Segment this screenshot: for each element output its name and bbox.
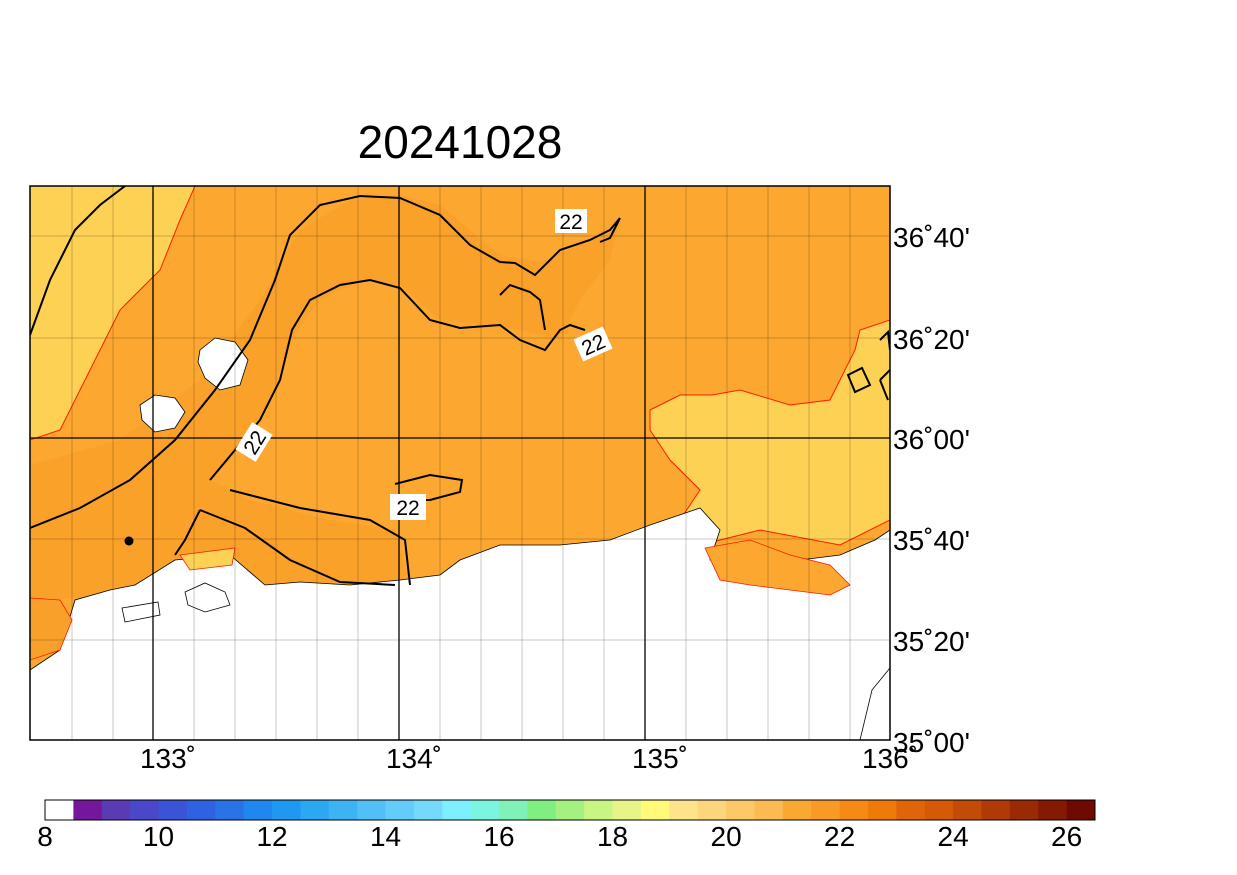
lon-label-134: 134˚	[386, 743, 442, 774]
land-honshu	[30, 507, 890, 740]
colorbar-tick-label: 26	[1051, 821, 1082, 852]
svg-text:22: 22	[396, 497, 419, 520]
land-east-tip	[859, 667, 890, 740]
colorbar	[44, 799, 1096, 821]
lon-label-135: 135˚	[632, 743, 688, 774]
colorbar-swatch	[186, 800, 216, 820]
colorbar-swatch	[555, 800, 585, 820]
colorbar-swatch	[470, 800, 500, 820]
sea-fill-bay	[704, 539, 851, 596]
colorbar-swatch	[442, 800, 472, 820]
colorbar-swatch	[357, 800, 387, 820]
sea-fill-coast-west	[30, 597, 73, 661]
map-title: 20241028	[358, 116, 563, 168]
colorbar-swatch	[300, 800, 330, 820]
colorbar-swatch	[1066, 800, 1096, 820]
colorbar-swatch	[640, 800, 670, 820]
colorbar-tick-label: 16	[483, 821, 514, 852]
colorbar-tick-label: 12	[256, 821, 287, 852]
colorbar-swatch	[839, 800, 869, 820]
colorbar-tick-label: 14	[370, 821, 401, 852]
colorbar-swatch	[130, 800, 160, 820]
sea-fill-light-east	[649, 319, 890, 546]
svg-text:22: 22	[559, 211, 582, 234]
colorbar-frame	[44, 799, 1096, 821]
land-islet-1	[184, 582, 231, 613]
map-frame	[29, 185, 891, 741]
colorbar-swatch	[981, 800, 1011, 820]
colorbar-swatch	[953, 800, 982, 820]
colorbar-swatch	[896, 800, 926, 820]
colorbar-swatch	[45, 800, 74, 820]
major-gridlines	[30, 186, 890, 740]
colorbar-tick-label: 22	[824, 821, 855, 852]
colorbar-swatch	[1038, 800, 1068, 820]
colorbar-swatch	[726, 800, 755, 820]
colorbar-swatch	[527, 800, 557, 820]
sea-fill-dark-core	[30, 195, 620, 600]
lat-label-35-20: 35˚20'	[893, 626, 970, 657]
colorbar-tick-label: 24	[938, 821, 969, 852]
latitude-labels: 36˚40' 36˚20' 36˚00' 35˚40' 35˚20' 35˚00…	[893, 222, 970, 758]
map-area	[30, 186, 890, 740]
lat-label-35-40: 35˚40'	[893, 525, 970, 556]
colorbar-tick-label: 10	[143, 821, 174, 852]
contour-label-4: 22	[390, 494, 426, 520]
colorbar-swatch	[1009, 800, 1039, 820]
lon-label-136: 136˚	[862, 743, 918, 774]
colorbar-swatch	[215, 800, 245, 820]
colorbar-tick-label: 20	[711, 821, 742, 852]
land-islet-2	[121, 601, 161, 623]
colorbar-swatch	[924, 800, 954, 820]
colorbar-swatch	[385, 800, 415, 820]
colorbar-swatch	[328, 800, 358, 820]
lat-label-36-40: 36˚40'	[893, 222, 970, 253]
colorbar-swatch	[101, 800, 131, 820]
sea-fill-light-west	[30, 186, 196, 441]
sea-fill-light-corner	[30, 186, 70, 310]
colorbar-labels: 8 10 12 14 16 18 20 22 24 26	[37, 821, 1082, 852]
contours-22	[30, 186, 890, 586]
longitude-labels: 133˚ 134˚ 135˚ 136˚	[140, 743, 918, 774]
colorbar-swatch	[867, 800, 897, 820]
colorbar-swatch	[243, 800, 273, 820]
colorbar-tick-label: 18	[597, 821, 628, 852]
lat-label-36-20: 36˚20'	[893, 324, 970, 355]
minor-gridlines	[30, 186, 890, 740]
colorbar-swatch	[782, 800, 812, 820]
colorbar-swatch	[499, 800, 528, 820]
colorbar-swatch	[272, 800, 301, 820]
lat-label-35-00: 35˚00'	[893, 727, 970, 758]
colorbar-swatch	[811, 800, 841, 820]
colorbar-swatch	[413, 800, 443, 820]
land-oki-dogo	[197, 337, 249, 391]
lon-label-133: 133˚	[140, 743, 196, 774]
city-marker	[124, 536, 134, 546]
contour-label-1: 22	[555, 209, 587, 234]
colorbar-swatch	[584, 800, 614, 820]
colorbar-swatch	[158, 800, 188, 820]
colorbar-swatch	[73, 800, 103, 820]
colorbar-swatch	[669, 800, 699, 820]
sea-fill-coast-light	[179, 547, 236, 571]
lat-label-36-00: 36˚00'	[893, 424, 970, 455]
colorbar-swatch	[612, 800, 642, 820]
colorbar-swatch	[697, 800, 727, 820]
colorbar-swatch	[754, 800, 784, 820]
colorbar-tick-label: 8	[37, 821, 53, 852]
land-oki-dozen	[139, 394, 186, 433]
